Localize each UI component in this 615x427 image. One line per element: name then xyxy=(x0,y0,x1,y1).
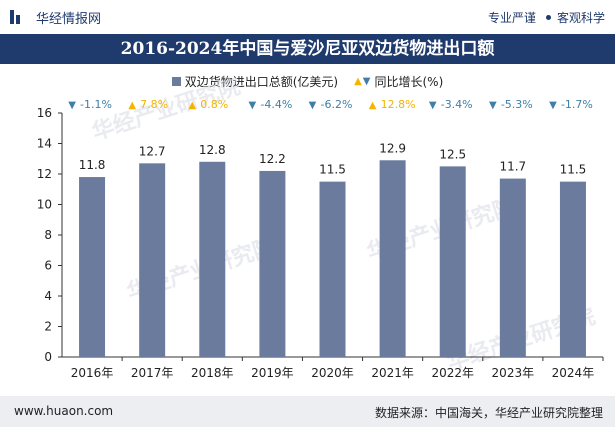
footer-url: www.huaon.com xyxy=(14,404,114,418)
growth-label: -6.2% xyxy=(321,98,353,111)
tagline-right: 客观科学 xyxy=(556,11,605,25)
growth-down-triangle: ▼ xyxy=(68,100,76,111)
brand-logo: 华经情报网 xyxy=(10,8,102,27)
triangle-up-icon: ▲ xyxy=(354,75,362,87)
x-tick-label: 2020年 xyxy=(311,366,354,380)
dot-icon xyxy=(545,15,551,20)
x-tick-label: 2018年 xyxy=(191,366,234,380)
legend-bar-label: 双边货物进出口总额(亿美元) xyxy=(184,74,339,89)
y-tick-label: 12 xyxy=(37,167,52,181)
growth-down-triangle: ▼ xyxy=(549,100,557,111)
bar-value-label: 11.5 xyxy=(319,163,346,177)
bar-value-label: 12.8 xyxy=(199,143,226,157)
growth-up-triangle: ▲ xyxy=(369,100,377,111)
growth-down-triangle: ▼ xyxy=(249,100,257,111)
triangle-down-icon: ▼ xyxy=(362,75,371,87)
y-tick-label: 6 xyxy=(44,259,52,273)
bar xyxy=(379,160,406,357)
bar-value-label: 12.2 xyxy=(259,152,286,166)
growth-label: -5.3% xyxy=(501,98,533,111)
legend-item-growth: ▲ ▼ 同比增长(%) xyxy=(354,73,443,90)
growth-label: 12.8% xyxy=(381,98,416,111)
bar-value-label: 11.7 xyxy=(499,160,526,174)
tagline-left: 专业严谨 xyxy=(487,11,536,25)
bar-value-label: 12.5 xyxy=(439,147,466,161)
x-tick-label: 2019年 xyxy=(251,366,294,380)
bar xyxy=(559,181,586,357)
bar xyxy=(259,170,286,357)
growth-label: -4.4% xyxy=(260,98,292,111)
x-tick-label: 2022年 xyxy=(431,366,474,380)
bar xyxy=(499,178,526,357)
y-tick-label: 0 xyxy=(44,350,52,364)
footer: www.huaon.com 数据来源：中国海关，华经产业研究院整理 xyxy=(0,396,615,427)
bar xyxy=(79,177,106,357)
y-tick-label: 14 xyxy=(37,137,52,151)
growth-down-triangle: ▼ xyxy=(429,100,437,111)
y-tick-label: 16 xyxy=(37,106,52,120)
growth-label: 7.8% xyxy=(140,98,168,111)
y-tick-label: 4 xyxy=(44,289,52,303)
y-tick-label: 10 xyxy=(37,198,52,212)
bar-value-label: 11.8 xyxy=(79,158,106,172)
y-tick-label: 8 xyxy=(44,228,52,242)
chart-title: 2016-2024年中国与爱沙尼亚双边货物进出口额 xyxy=(0,34,615,64)
chart-legend: 双边货物进出口总额(亿美元) ▲ ▼ 同比增长(%) xyxy=(0,73,615,89)
x-tick-label: 2016年 xyxy=(71,366,114,380)
bar xyxy=(319,181,346,357)
bar-value-label: 12.7 xyxy=(139,144,166,158)
bar xyxy=(139,163,166,357)
y-tick-label: 2 xyxy=(44,320,52,334)
bar-value-label: 12.9 xyxy=(379,141,406,155)
growth-down-triangle: ▼ xyxy=(309,100,317,111)
growth-down-triangle: ▼ xyxy=(489,100,497,111)
x-tick-label: 2023年 xyxy=(492,366,535,380)
brand-name: 华经情报网 xyxy=(36,11,102,27)
tagline: 专业严谨 客观科学 xyxy=(488,9,605,26)
x-tick-label: 2017年 xyxy=(131,366,174,380)
growth-label: -3.4% xyxy=(441,98,473,111)
footer-source: 数据来源：中国海关，华经产业研究院整理 xyxy=(374,406,603,420)
growth-label: 0.8% xyxy=(200,98,228,111)
bar-chart-icon xyxy=(10,10,28,24)
bar-value-label: 11.5 xyxy=(560,163,587,177)
legend-item-bars: 双边货物进出口总额(亿美元) xyxy=(171,73,339,90)
growth-label: -1.1% xyxy=(80,98,112,111)
bar xyxy=(199,161,226,357)
legend-growth-label: 同比增长(%) xyxy=(374,74,444,89)
x-tick-label: 2021年 xyxy=(371,366,414,380)
x-tick-label: 2024年 xyxy=(552,366,595,380)
chart-plot: 华经产业研究院华经产业研究院华经产业研究院华经产业研究院024681012141… xyxy=(37,73,604,380)
growth-up-triangle: ▲ xyxy=(188,100,196,111)
growth-label: -1.7% xyxy=(561,98,593,111)
bar xyxy=(439,166,466,357)
growth-up-triangle: ▲ xyxy=(128,100,136,111)
top-bar: 华经情报网 专业严谨 客观科学 xyxy=(0,0,615,34)
legend-bar-swatch xyxy=(171,76,181,86)
